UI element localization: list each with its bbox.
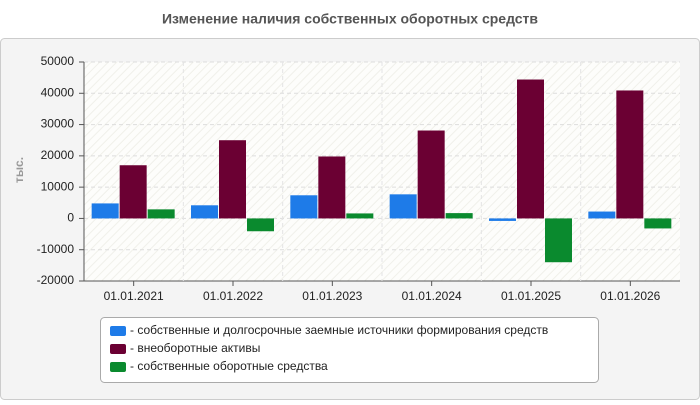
x-tick-label: 01.01.2021 <box>104 289 164 303</box>
bar <box>616 90 644 219</box>
bar <box>191 205 218 219</box>
x-tick-label: 01.01.2022 <box>203 289 263 303</box>
bar <box>489 218 516 221</box>
x-tick-label: 01.01.2023 <box>302 289 362 303</box>
y-tick-label: 30000 <box>41 117 75 131</box>
legend-swatch <box>110 326 126 336</box>
legend-label: - внеоборотные активы <box>130 341 260 355</box>
bar <box>91 203 119 219</box>
legend-label: - собственные и долгосрочные заемные ист… <box>130 323 548 337</box>
bar <box>147 209 175 219</box>
bar <box>318 156 346 219</box>
y-tick-label: 10000 <box>41 179 75 193</box>
legend-swatch <box>110 362 126 372</box>
y-axis-label: тыс. <box>12 157 26 183</box>
bar <box>290 195 318 219</box>
bar <box>389 194 417 219</box>
bar <box>119 165 147 219</box>
bar <box>417 130 445 219</box>
x-tick-label: 01.01.2024 <box>402 289 462 303</box>
bar <box>346 213 374 219</box>
bar <box>545 218 572 263</box>
bar <box>517 79 544 219</box>
legend-label: - собственные оборотные средства <box>130 359 328 373</box>
bar <box>219 140 246 219</box>
y-tick-label: 0 <box>67 211 74 225</box>
y-tick-label: -10000 <box>37 242 75 256</box>
bar <box>445 213 473 219</box>
y-tick-label: -20000 <box>37 273 75 287</box>
bar <box>588 211 616 219</box>
y-tick-label: 50000 <box>41 54 75 68</box>
legend <box>100 317 599 383</box>
legend-swatch <box>110 344 126 354</box>
y-tick-label: 20000 <box>41 148 75 162</box>
x-tick-label: 01.01.2026 <box>600 289 660 303</box>
bar <box>644 218 672 229</box>
y-tick-label: 40000 <box>41 85 75 99</box>
plot-area <box>84 62 680 281</box>
chart-title: Изменение наличия собственных оборотных … <box>162 11 538 27</box>
bar <box>247 218 274 232</box>
x-tick-label: 01.01.2025 <box>501 289 561 303</box>
